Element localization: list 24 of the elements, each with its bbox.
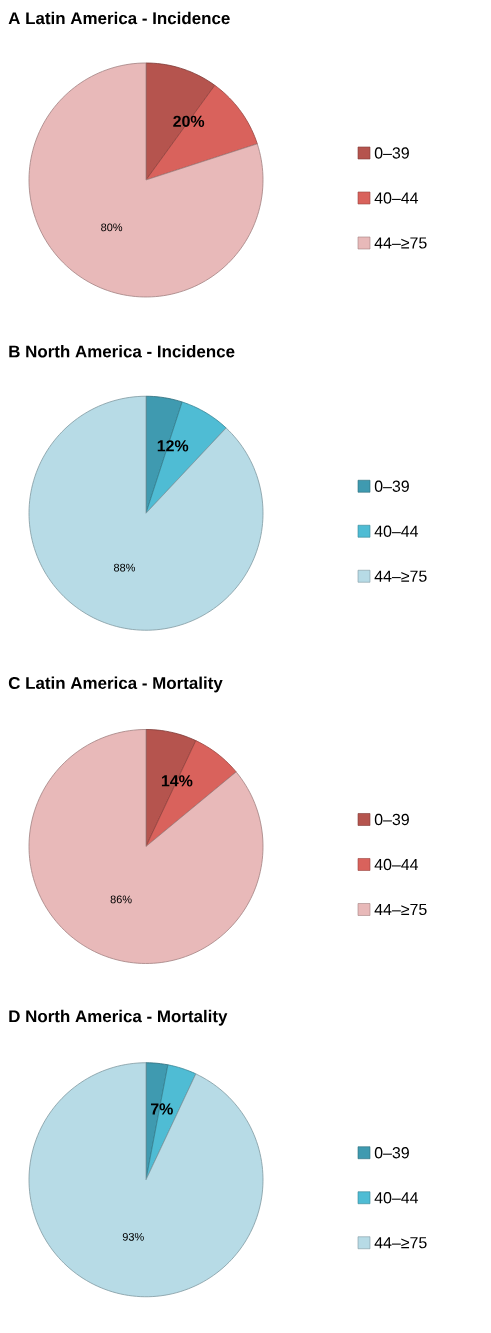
chart-title: D North America - Mortality bbox=[9, 1009, 228, 1026]
legend-label: 0–39 bbox=[374, 1147, 409, 1159]
legend-label: 44–≥75 bbox=[374, 237, 427, 249]
text: 88% bbox=[113, 563, 136, 572]
legend-label: 44–≥75 bbox=[374, 903, 427, 916]
text: 7% bbox=[150, 1103, 173, 1115]
legend-label: 0–39 bbox=[374, 480, 409, 492]
text: 12% bbox=[157, 440, 189, 452]
text: 86% bbox=[110, 895, 132, 904]
text: 14% bbox=[161, 775, 193, 787]
legend-label: 40–44 bbox=[374, 858, 419, 871]
legend-label: 0–39 bbox=[374, 813, 409, 826]
legend-label: 44–≥75 bbox=[374, 1237, 427, 1249]
text: 93% bbox=[122, 1232, 144, 1241]
text: 20% bbox=[173, 115, 205, 127]
text: 80% bbox=[101, 223, 123, 232]
legend-label: 40–44 bbox=[374, 192, 419, 204]
legend-label: 40–44 bbox=[374, 1192, 419, 1204]
legend-label: 0–39 bbox=[374, 147, 409, 159]
legend-label: 44–≥75 bbox=[374, 570, 427, 582]
chart-title: C Latin America - Mortality bbox=[8, 676, 223, 693]
chart-title: A Latin America - Incidence bbox=[8, 11, 230, 25]
chart-title: B North America - Incidence bbox=[9, 345, 235, 358]
legend-label: 40–44 bbox=[374, 525, 419, 537]
